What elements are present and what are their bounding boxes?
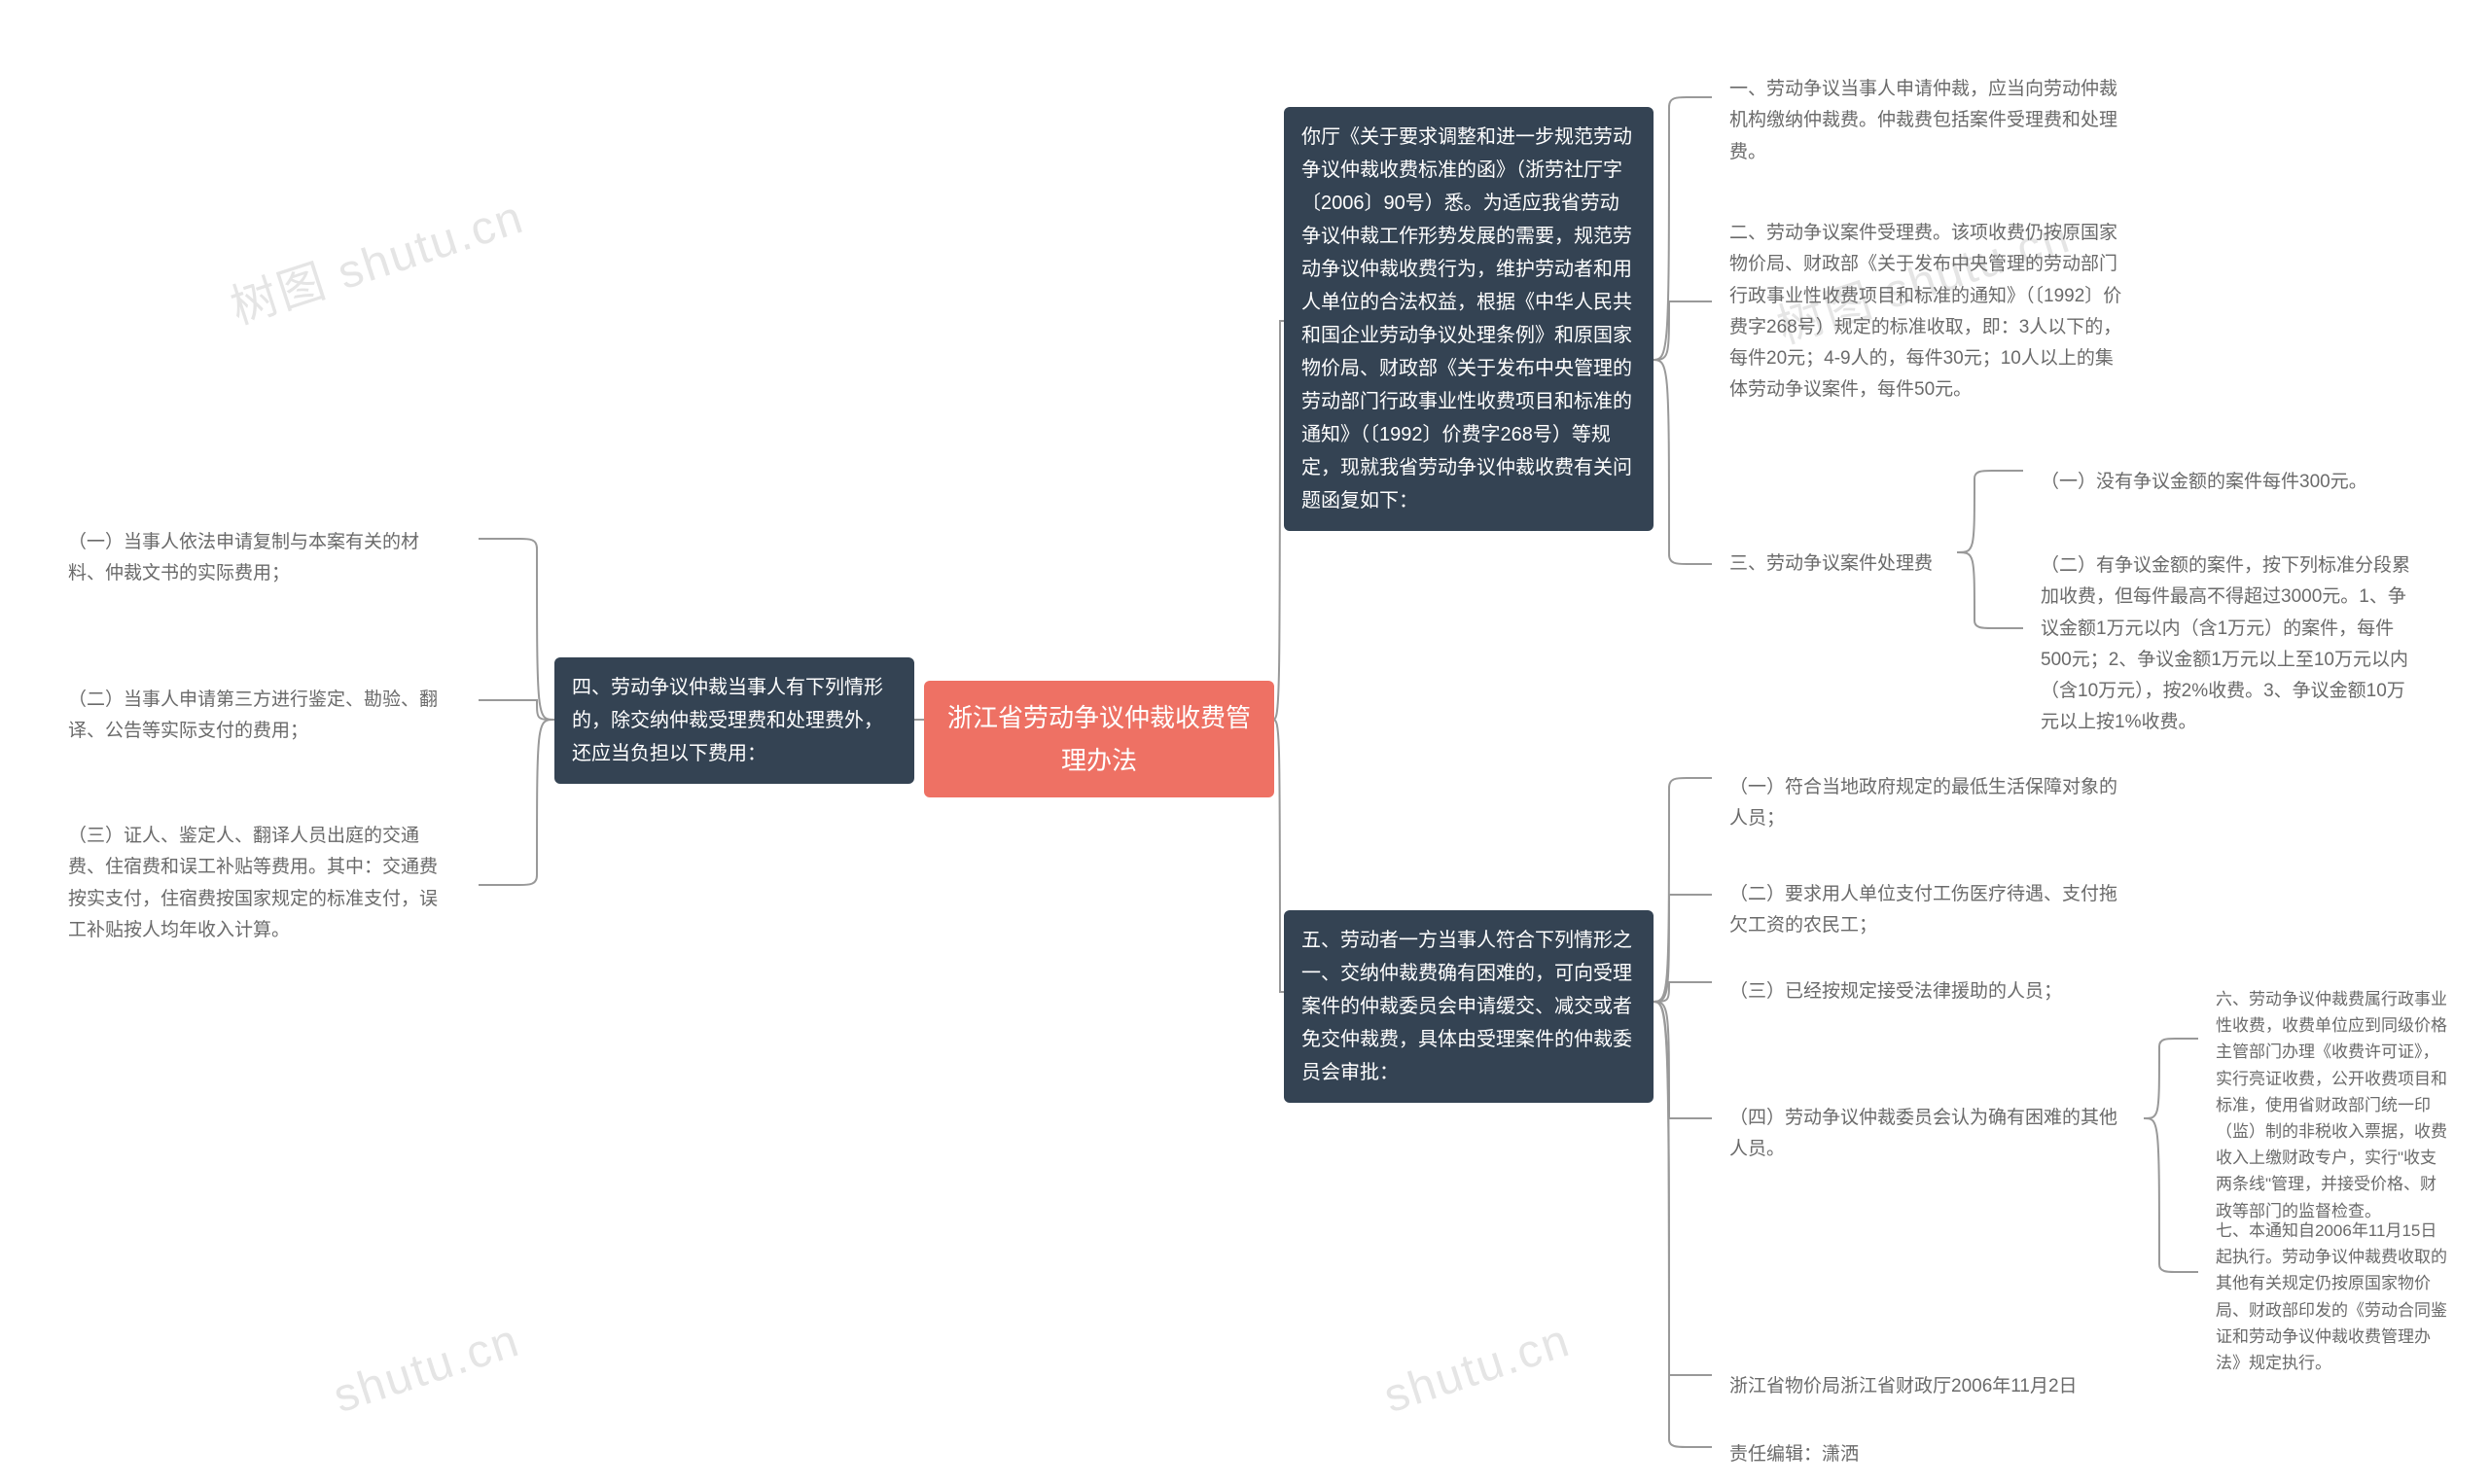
r2-sub4-label: （四）劳动争议仲裁委员会认为确有困难的其他人员。 (1712, 1089, 2140, 1180)
left-section-4: 四、劳动争议仲裁当事人有下列情形的，除交纳仲裁受理费和处理费外，还应当负担以下费… (554, 657, 914, 784)
brace-sub3 (1957, 465, 2025, 679)
r1-sub3-item-2: （二）有争议金额的案件，按下列标准分段累加收费，但每件最高不得超过3000元。1… (2023, 537, 2432, 753)
r2-sub4-item-6: 六、劳动争议仲裁费属行政事业性收费，收费单位应到同级价格主管部门办理《收费许可证… (2198, 972, 2471, 1238)
r1-item-2: 二、劳动争议案件受理费。该项收费仍按原国家物价局、财政部《关于发布中央管理的劳动… (1712, 204, 2140, 420)
left-item-2: （二）当事人申请第三方进行鉴定、勘验、翻译、公告等实际支付的费用； (51, 671, 469, 761)
brace-sub4 (2144, 1031, 2200, 1303)
r2-tail-2: 责任编辑：潇洒 (1712, 1426, 2004, 1484)
r2-tail-1: 浙江省物价局浙江省财政厅2006年11月2日 (1712, 1358, 2159, 1416)
watermark: 树图 shutu.cn (221, 178, 531, 336)
brace-right2 (1652, 768, 1714, 1449)
brace-right1 (1652, 78, 1714, 583)
brace-left (479, 525, 556, 953)
right-section-5: 五、劳动者一方当事人符合下列情形之一、交纳仲裁费确有困难的，可向受理案件的仲裁委… (1284, 910, 1654, 1103)
left-item-1: （一）当事人依法申请复制与本案有关的材料、仲裁文书的实际费用； (51, 513, 469, 604)
r2-item-2: （二）要求用人单位支付工伤医疗待遇、支付拖欠工资的农民工； (1712, 866, 2140, 956)
r1-sub3-item-1: （一）没有争议金额的案件每件300元。 (2023, 453, 2432, 512)
r2-sub4-item-7: 七、本通知自2006年11月15日起执行。劳动争议仲裁费收取的其他有关规定仍按原… (2198, 1204, 2471, 1390)
watermark: shutu.cn (1377, 1314, 1577, 1424)
r2-item-3: （三）已经按规定接受法律援助的人员； (1712, 963, 2140, 1021)
r2-item-1: （一）符合当地政府规定的最低生活保障对象的人员； (1712, 759, 2140, 849)
root-node: 浙江省劳动争议仲裁收费管理办法 (924, 681, 1274, 797)
right-section-intro: 你厅《关于要求调整和进一步规范劳动争议仲裁收费标准的函》（浙劳社厅字〔2006〕… (1284, 107, 1654, 531)
watermark: shutu.cn (327, 1314, 526, 1424)
left-item-3: （三）证人、鉴定人、翻译人员出庭的交通费、住宿费和误工补贴等费用。其中：交通费按… (51, 807, 469, 960)
r1-sub3-label: 三、劳动争议案件处理费 (1712, 535, 1955, 593)
r1-item-1: 一、劳动争议当事人申请仲裁，应当向劳动仲裁机构缴纳仲裁费。仲裁费包括案件受理费和… (1712, 60, 2140, 182)
